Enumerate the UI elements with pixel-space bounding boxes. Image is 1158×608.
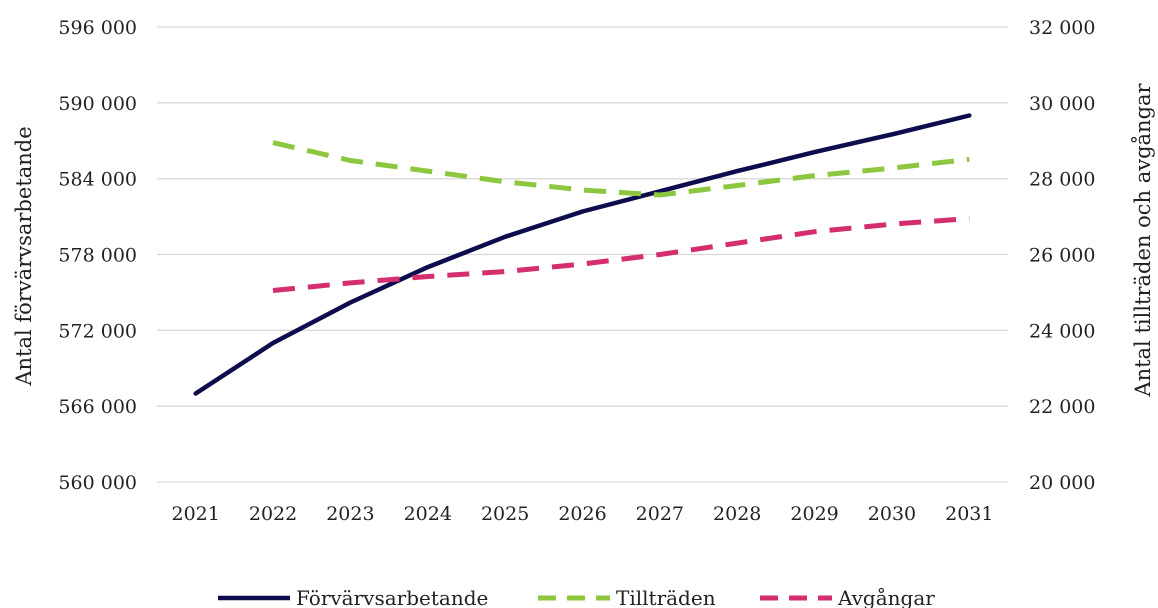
legend: Förvärvsarbetande Tillträden Avgångar [218, 586, 935, 608]
left-tick-label: 572 000 [58, 320, 137, 342]
right-axis-title: Antal tillträden och avgångar [1131, 82, 1155, 397]
x-tick-label: 2024 [404, 503, 452, 525]
series-line-avg-ngar [272, 216, 970, 293]
x-tick-label: 2030 [868, 503, 916, 525]
series-line-tilltr-den [272, 140, 970, 198]
x-tick-label: 2021 [172, 503, 220, 525]
right-tick-label: 28 000 [1029, 169, 1095, 191]
x-tick-label: 2026 [558, 503, 606, 525]
legend-label: Avgångar [837, 586, 935, 608]
left-tick-label: 578 000 [58, 245, 137, 267]
x-tick-label: 2022 [249, 503, 297, 525]
x-tick-label: 2027 [636, 503, 684, 525]
right-axis-tick-labels: 20 000 22 000 24 000 26 000 28 000 30 000 32 0… [1029, 17, 1095, 494]
right-tick-label: 30 000 [1029, 93, 1095, 115]
gridlines [157, 26, 1008, 483]
x-tick-label: 2025 [481, 503, 529, 525]
legend-label: Förvärvsarbetande [296, 586, 488, 608]
series-line-f-rv-rvsarbetande [193, 113, 972, 396]
x-tick-label: 2029 [790, 503, 838, 525]
left-tick-label: 590 000 [58, 93, 137, 115]
series-lines [193, 113, 972, 396]
left-axis-title: Antal förvärvsarbetande [12, 126, 36, 386]
x-tick-label: 2023 [326, 503, 374, 525]
right-tick-label: 26 000 [1029, 245, 1095, 267]
x-tick-label: 2028 [713, 503, 761, 525]
left-tick-label: 560 000 [58, 472, 137, 494]
right-tick-label: 24 000 [1029, 320, 1095, 342]
left-tick-label: 596 000 [58, 17, 137, 39]
right-tick-label: 32 000 [1029, 17, 1095, 39]
left-tick-label: 584 000 [58, 169, 137, 191]
right-tick-label: 22 000 [1029, 396, 1095, 418]
x-axis-tick-labels: 2021 2022 2023 2024 2025 2026 2027 2028 2029 2030… [172, 503, 994, 525]
legend-label: Tillträden [616, 586, 716, 608]
x-tick-label: 2031 [945, 503, 993, 525]
left-axis-tick-labels: 560 000 566 000 572 000 578 000 584 000 590 0… [58, 17, 137, 494]
left-tick-label: 566 000 [58, 396, 137, 418]
right-tick-label: 20 000 [1029, 472, 1095, 494]
